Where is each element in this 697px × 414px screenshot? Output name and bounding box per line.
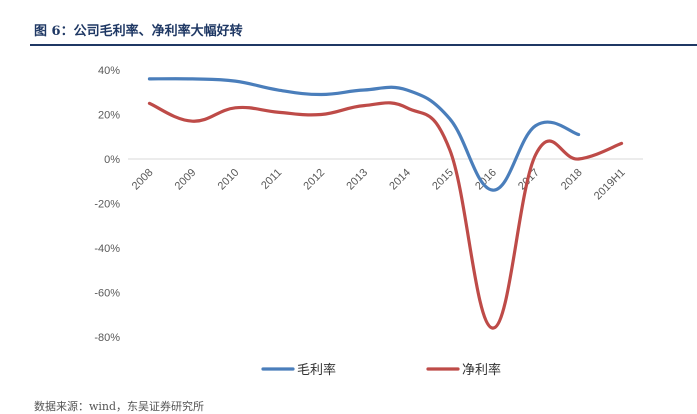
y-axis: 40% 20% 0% -20% -40% -60% -80% <box>94 65 120 344</box>
x-tick-label: 2011 <box>259 167 284 192</box>
x-tick-label: 2019H1 <box>592 167 628 203</box>
x-tick-label: 2008 <box>130 167 156 193</box>
y-tick-label: 20% <box>98 110 120 122</box>
y-tick-label: -20% <box>94 199 120 211</box>
source-note: 数据来源：wind，东吴证券研究所 <box>34 398 204 414</box>
y-tick-label: -40% <box>94 243 120 255</box>
legend-label: 净利率 <box>462 362 501 378</box>
x-tick-label: 2014 <box>387 167 413 193</box>
y-tick-label: -80% <box>94 332 120 344</box>
x-tick-label: 2012 <box>301 167 327 193</box>
y-tick-label: 0% <box>104 154 120 166</box>
legend: 毛利率 净利率 <box>263 362 501 378</box>
y-tick-label: 40% <box>98 65 120 77</box>
x-tick-label: 2018 <box>559 167 585 193</box>
x-tick-label: 2013 <box>344 167 370 193</box>
x-tick-label: 2015 <box>430 167 456 193</box>
y-tick-label: -60% <box>94 288 120 300</box>
x-tick-label: 2010 <box>216 167 242 193</box>
series-layer <box>149 79 621 328</box>
series-line-2 <box>149 103 621 328</box>
legend-label: 毛利率 <box>297 362 336 378</box>
x-tick-label: 2009 <box>173 167 199 193</box>
